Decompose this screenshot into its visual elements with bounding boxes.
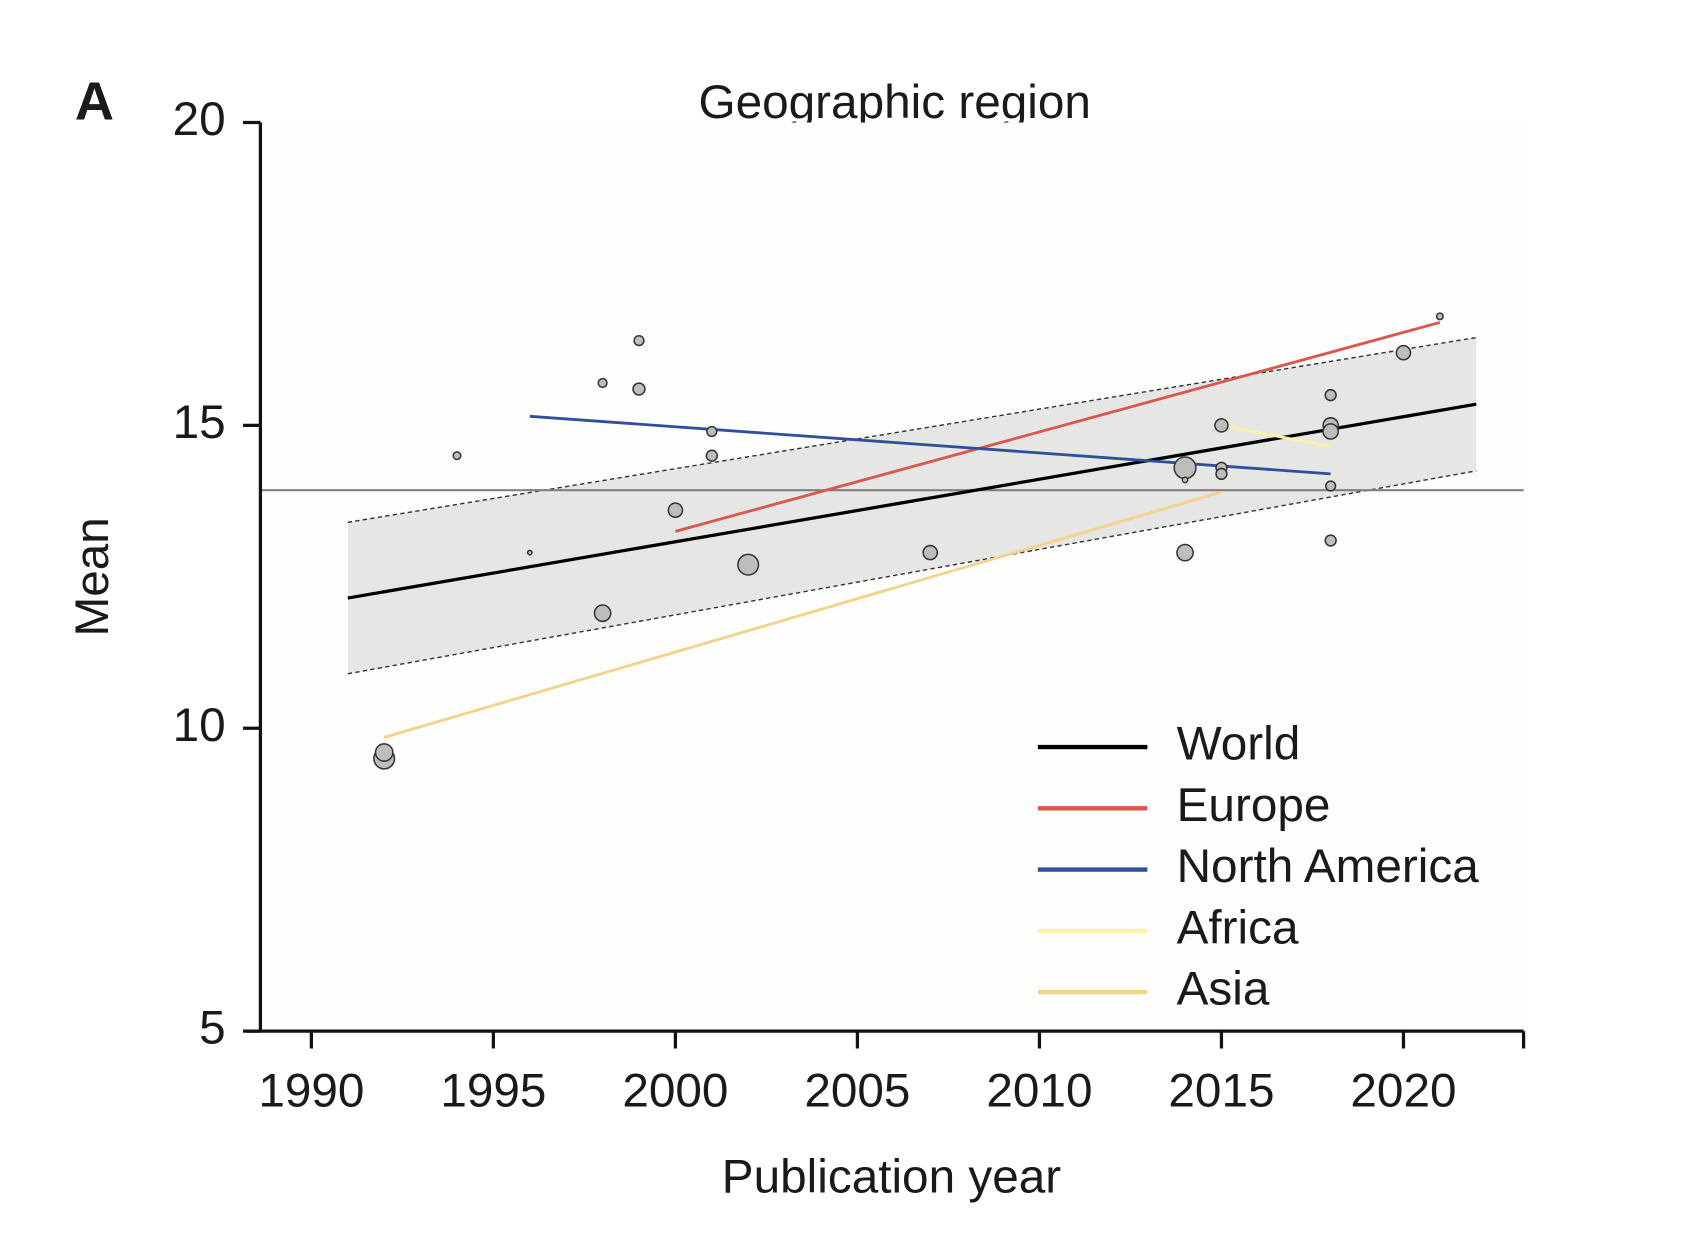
- data-point: [1324, 388, 1337, 402]
- x-tick-label: 1995: [440, 1065, 546, 1118]
- legend-label: Asia: [1177, 963, 1270, 1016]
- y-tick-label: 20: [173, 93, 226, 146]
- data-point: [1322, 423, 1340, 440]
- data-point: [374, 743, 394, 762]
- band-edge: [347, 470, 1477, 675]
- data-point: [922, 544, 939, 561]
- data-point: [452, 451, 462, 461]
- data-point: [705, 449, 718, 462]
- data-point: [526, 549, 533, 556]
- x-tick-label: 2020: [1350, 1065, 1456, 1118]
- chart-title: Geographic region: [699, 76, 1091, 129]
- x-tick-label: 2010: [986, 1065, 1092, 1118]
- x-tick-label: 2015: [1168, 1065, 1274, 1118]
- data-point: [706, 425, 718, 438]
- x-tick-label: 2005: [804, 1065, 910, 1118]
- data-point: [667, 502, 684, 519]
- band-edge: [347, 336, 1477, 524]
- data-point: [597, 377, 608, 389]
- y-axis-label: Mean: [66, 517, 119, 636]
- trend-line: [347, 402, 1477, 600]
- data-point: [1324, 534, 1337, 547]
- trend-line: [1221, 424, 1331, 448]
- trend-line: [675, 321, 1441, 533]
- data-point: [1325, 480, 1337, 492]
- data-point: [1214, 418, 1229, 433]
- x-axis-label: Publication year: [722, 1150, 1061, 1203]
- legend-label: World: [1177, 718, 1301, 771]
- legend-label: Europe: [1177, 779, 1331, 832]
- trend-line: [383, 490, 1222, 739]
- data-point: [1395, 344, 1412, 361]
- y-tick-label: 15: [173, 396, 226, 449]
- data-point: [632, 382, 646, 396]
- data-point: [1176, 543, 1194, 562]
- y-tick-label: 10: [173, 699, 226, 752]
- legend-label: North America: [1177, 840, 1480, 893]
- legend-label: Africa: [1177, 901, 1299, 954]
- data-point: [1181, 476, 1189, 484]
- y-tick-label: 5: [199, 1002, 226, 1055]
- data-point: [737, 553, 760, 576]
- data-point: [1435, 312, 1444, 321]
- trend-line: [529, 414, 1331, 476]
- x-tick-label: 2000: [622, 1065, 728, 1118]
- panel-label: A: [75, 71, 114, 131]
- confidence-band: [347, 337, 1477, 674]
- data-point: [1215, 467, 1228, 481]
- data-point: [633, 334, 645, 347]
- data-point: [593, 604, 612, 623]
- x-tick-label: 1990: [258, 1065, 364, 1118]
- data-point: [1173, 456, 1197, 480]
